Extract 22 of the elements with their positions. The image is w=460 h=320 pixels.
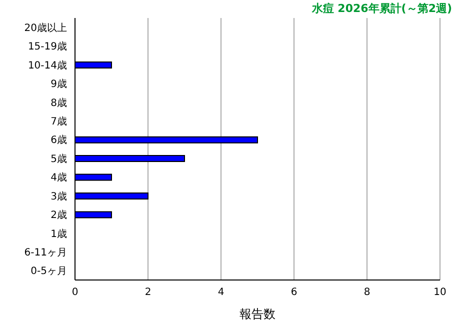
x-tick-label: 2 [144, 287, 152, 298]
y-tick-label: 15-19歳 [28, 40, 67, 53]
y-tick-label: 10-14歳 [28, 59, 67, 72]
x-tick-label: 4 [218, 287, 224, 298]
y-tick-label: 6歳 [50, 134, 67, 146]
x-tick-label: 8 [364, 287, 370, 298]
y-tick-label: 8歳 [50, 96, 67, 109]
x-tick-label: 0 [72, 287, 78, 298]
x-axis-title: 報告数 [240, 307, 276, 320]
y-tick-label: 7歳 [50, 115, 67, 128]
y-tick-label: 3歳 [50, 190, 67, 202]
chart-title: 水痘 2026年累計(～第2週) [312, 1, 452, 16]
y-tick-label: 0-5ヶ月 [30, 266, 67, 278]
x-tick-label: 10 [434, 287, 446, 298]
y-tick-label: 6-11ヶ月 [24, 247, 67, 258]
y-tick-label: 4歳 [50, 172, 67, 184]
y-tick-label: 9歳 [50, 78, 67, 90]
y-tick-label: 2歳 [50, 209, 67, 222]
x-tick-label: 6 [290, 287, 298, 298]
y-tick-label: 5歳 [50, 152, 67, 165]
y-tick-label: 20歳以上 [24, 22, 67, 34]
y-tick-label: 1歳 [50, 228, 67, 240]
